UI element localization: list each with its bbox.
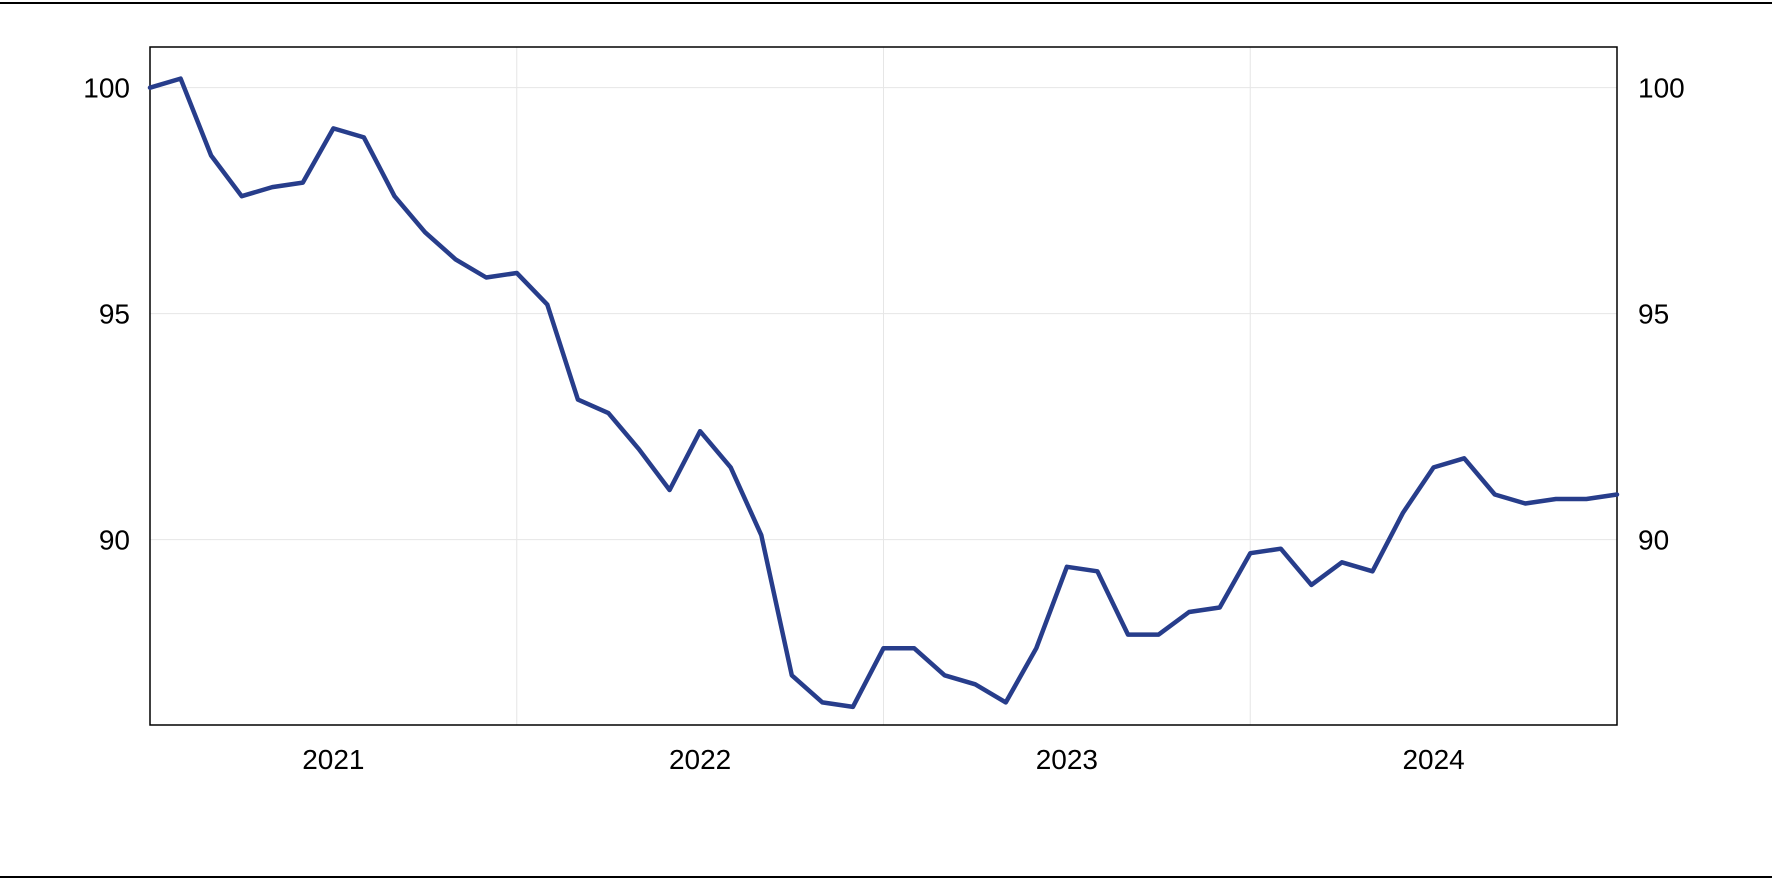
x-tick-label: 2024: [1402, 744, 1464, 775]
x-tick-label: 2023: [1036, 744, 1098, 775]
x-tick-label: 2021: [302, 744, 364, 775]
x-axis: 2021 2022 2023 2024: [302, 744, 1465, 775]
series-line-0: [147, 76, 1620, 710]
y-tick-label-right: 95: [1638, 299, 1669, 330]
y-tick-label-right: 100: [1638, 73, 1685, 104]
plot-frame: [149, 46, 1618, 726]
y-tick-label-left: 100: [83, 73, 130, 104]
series-layer: [147, 76, 1620, 710]
y-axis-left: 90 95 100: [83, 73, 130, 556]
y-tick-label-left: 95: [99, 299, 130, 330]
x-tick-label: 2022: [669, 744, 731, 775]
gridlines: [150, 47, 1617, 725]
y-tick-label-left: 90: [99, 525, 130, 556]
y-axis-right: 90 95 100: [1638, 73, 1685, 556]
y-tick-label-right: 90: [1638, 525, 1669, 556]
